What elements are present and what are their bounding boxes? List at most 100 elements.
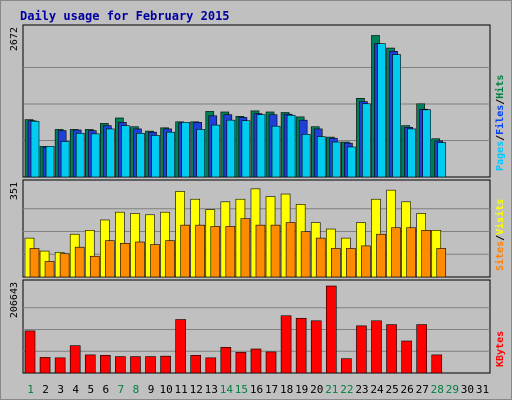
- bar-visits-sites-day-25: [391, 227, 401, 278]
- bar-hits-pages-day-12: [196, 129, 206, 178]
- bar-hits-pages-day-22: [347, 146, 356, 178]
- bar-kbytes-kbytes-day-20: [310, 320, 322, 374]
- bar-kbytes-kbytes-day-2: [39, 357, 51, 374]
- x-tick-label-20: 20: [310, 383, 323, 396]
- bar-visits-sites-day-21: [330, 248, 341, 278]
- panels-group: 2672Pages/Files/Hits351Sites/Visits20664…: [9, 24, 506, 374]
- x-tick-label-16: 16: [250, 383, 263, 396]
- bar-hits-pages-day-4: [75, 132, 85, 178]
- x-tick-label-29: 29: [446, 383, 459, 396]
- bar-hits-pages-day-6: [106, 128, 115, 178]
- bar-kbytes-kbytes-day-11: [175, 319, 186, 374]
- bar-kbytes-kbytes-day-12: [190, 355, 202, 374]
- x-tick-label-13: 13: [205, 383, 218, 396]
- bar-hits-pages-day-3: [60, 141, 70, 178]
- bar-visits-sites-day-4: [74, 246, 85, 278]
- legend-entry-hits: Hits: [494, 75, 506, 99]
- bar-hits-pages-day-5: [90, 133, 100, 178]
- bar-visits-sites-day-8: [135, 241, 145, 278]
- x-tick-label-10: 10: [159, 383, 172, 396]
- x-tick-label-5: 5: [87, 383, 94, 396]
- bar-kbytes-kbytes-day-28: [431, 354, 443, 374]
- bar-kbytes-kbytes-day-15: [235, 352, 247, 374]
- panel-hits-legend: Pages/Files/Hits: [494, 75, 506, 171]
- bar-hits-pages-day-16: [256, 114, 266, 178]
- bar-hits-pages-day-26: [407, 128, 416, 178]
- bar-visits-sites-day-14: [225, 226, 236, 278]
- bar-kbytes-kbytes-day-1: [24, 330, 36, 374]
- bar-visits-sites-day-18: [285, 222, 296, 278]
- bar-hits-pages-day-11: [181, 122, 190, 178]
- bar-hits-pages-day-21: [331, 141, 341, 178]
- bar-visits-sites-day-12: [195, 224, 206, 278]
- bar-kbytes-kbytes-day-17: [265, 351, 277, 374]
- bar-hits-pages-day-10: [166, 131, 175, 178]
- x-tick-label-30: 30: [461, 383, 474, 396]
- bar-visits-sites-day-9: [150, 244, 160, 278]
- x-tick-label-9: 9: [148, 383, 155, 396]
- legend-entry-visits: Visits: [494, 199, 506, 235]
- bar-hits-pages-day-1: [30, 120, 40, 178]
- panel-kbytes-legend: KBytes: [495, 331, 506, 367]
- panel-visits-max-label: 351: [9, 182, 20, 200]
- x-tick-label-17: 17: [265, 383, 278, 396]
- x-tick-label-23: 23: [355, 383, 368, 396]
- bar-visits-sites-day-11: [180, 224, 190, 278]
- bar-kbytes-kbytes-day-7: [115, 356, 126, 374]
- x-tick-label-8: 8: [133, 383, 140, 396]
- x-tick-label-28: 28: [431, 383, 444, 396]
- bar-kbytes-kbytes-day-18: [280, 315, 292, 374]
- bar-visits-visits-day-5: [84, 230, 95, 278]
- bar-hits-pages-day-28: [437, 142, 447, 178]
- legend-entry-sep: /: [495, 135, 506, 141]
- panel-kbytes: 206643 KBytes: [9, 279, 506, 374]
- bar-hits-pages-day-19: [301, 134, 311, 178]
- bar-hits-pages-day-23: [362, 103, 371, 178]
- bar-kbytes-kbytes-day-3: [54, 357, 66, 374]
- legend-entry-sep: /: [495, 235, 506, 241]
- x-tick-label-4: 4: [72, 383, 79, 396]
- bar-visits-sites-day-22: [346, 248, 356, 278]
- bar-visits-sites-day-2: [44, 261, 55, 278]
- bar-kbytes-kbytes-day-21: [325, 285, 337, 374]
- bar-hits-pages-day-17: [271, 125, 281, 178]
- panel-hits-max-label: 2672: [9, 27, 20, 51]
- x-tick-label-12: 12: [190, 383, 203, 396]
- bar-visits-sites-day-1: [29, 248, 40, 278]
- bar-visits-sites-day-24: [376, 233, 386, 278]
- bar-kbytes-kbytes-day-8: [130, 356, 141, 374]
- bar-hits-pages-day-2: [45, 146, 55, 178]
- x-tick-label-14: 14: [220, 383, 234, 396]
- x-tick-label-15: 15: [235, 383, 248, 396]
- x-tick-label-6: 6: [103, 383, 110, 396]
- x-tick-label-1: 1: [27, 383, 34, 396]
- panel-kbytes-max-label: 206643: [9, 282, 20, 318]
- panel-visits: 351 Sites/Visits: [9, 179, 506, 278]
- bar-kbytes-kbytes-day-9: [145, 356, 156, 374]
- bar-hits-pages-day-18: [286, 114, 296, 178]
- bar-kbytes-kbytes-day-24: [371, 320, 382, 374]
- bar-visits-sites-day-20: [315, 237, 326, 278]
- bar-visits-sites-day-28: [436, 248, 447, 278]
- bar-hits-pages-day-20: [316, 136, 326, 178]
- bar-kbytes-kbytes-day-27: [416, 324, 427, 374]
- bar-hits-pages-day-15: [241, 120, 251, 178]
- bar-visits-sites-day-7: [120, 242, 130, 278]
- bar-visits-sites-day-17: [270, 224, 281, 278]
- x-tick-label-18: 18: [280, 383, 293, 396]
- legend-entry-kbytes: KBytes: [495, 331, 506, 367]
- x-tick-label-7: 7: [118, 383, 125, 396]
- x-tick-label-24: 24: [370, 383, 384, 396]
- bar-visits-sites-day-19: [300, 231, 311, 278]
- x-tick-label-26: 26: [401, 383, 414, 396]
- x-tick-label-27: 27: [416, 383, 429, 396]
- bar-hits-pages-day-14: [226, 119, 236, 178]
- x-tick-label-19: 19: [295, 383, 308, 396]
- bar-kbytes-kbytes-day-6: [100, 355, 111, 374]
- bar-kbytes-kbytes-day-23: [356, 325, 367, 374]
- x-tick-label-2: 2: [42, 383, 49, 396]
- bar-kbytes-kbytes-day-22: [341, 358, 352, 374]
- bar-visits-sites-day-3: [59, 253, 70, 278]
